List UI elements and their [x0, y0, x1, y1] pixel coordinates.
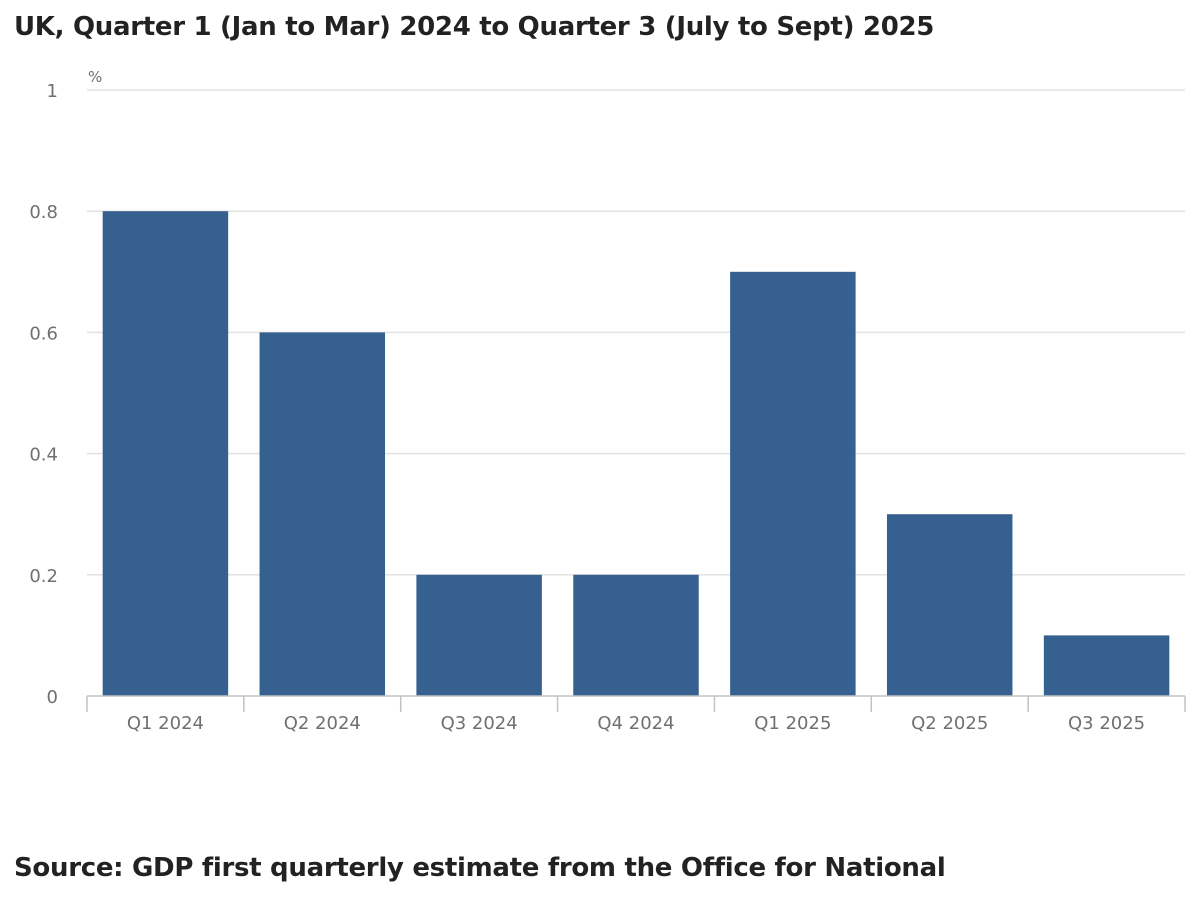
- y-tick-label: 0.4: [29, 445, 58, 466]
- y-axis-unit: %: [88, 68, 102, 86]
- bar-q3-2024: [416, 574, 542, 696]
- x-tick-label: Q2 2024: [284, 713, 361, 734]
- x-tick-label: Q2 2025: [911, 713, 988, 734]
- y-tick-label: 1: [47, 81, 58, 102]
- y-tick-label: 0: [47, 687, 58, 708]
- bars: [102, 211, 1170, 696]
- x-tick-label: Q3 2025: [1068, 713, 1145, 734]
- bar-q1-2024: [102, 211, 229, 696]
- bar-q2-2025: [886, 514, 1013, 696]
- y-axis-labels: 0 0.2 0.4 0.6 0.8 1: [29, 81, 58, 708]
- y-tick-label: 0.6: [29, 323, 58, 344]
- y-tick-label: 0.2: [29, 566, 58, 587]
- bar-q2-2024: [259, 332, 386, 696]
- bar-q3-2025: [1043, 635, 1170, 696]
- x-tick-label: Q1 2025: [754, 713, 831, 734]
- bar-q4-2024: [573, 574, 699, 696]
- x-tick-label: Q3 2024: [441, 713, 518, 734]
- gridlines: [87, 89, 1185, 576]
- y-tick-label: 0.8: [29, 202, 58, 223]
- x-axis: Q1 2024 Q2 2024 Q3 2024 Q4 2024 Q1 2025 Q2 20…: [86, 695, 1186, 734]
- bar-q1-2025: [730, 271, 856, 696]
- x-tick-label: Q1 2024: [127, 713, 204, 734]
- source-note: Source: GDP first quarterly estimate fro…: [14, 853, 946, 883]
- x-tick-label: Q4 2024: [597, 713, 674, 734]
- chart-title: UK, Quarter 1 (Jan to Mar) 2024 to Quart…: [14, 12, 935, 42]
